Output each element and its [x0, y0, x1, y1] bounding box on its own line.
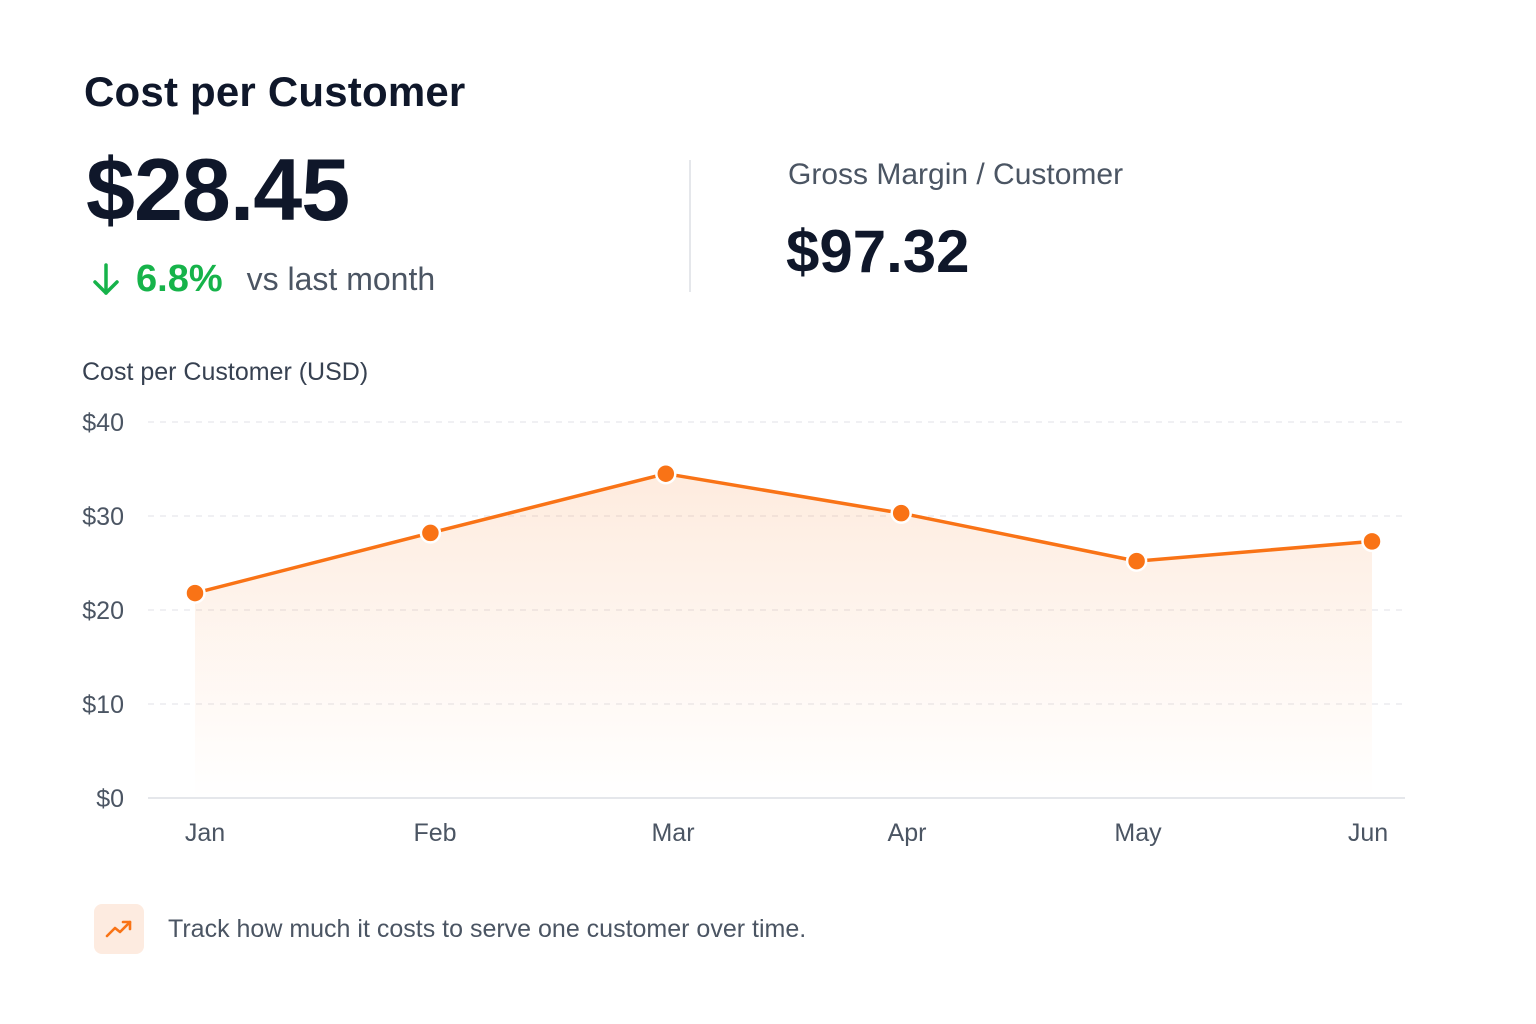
card-title: Cost per Customer — [84, 68, 466, 115]
x-tick-label: May — [1114, 819, 1162, 847]
data-point-may[interactable] — [1125, 550, 1148, 572]
data-point-jun[interactable] — [1361, 530, 1383, 553]
x-tick-label: Apr — [888, 819, 927, 847]
data-point-mar[interactable] — [655, 462, 677, 485]
area-fill — [195, 473, 1372, 798]
y-tick-label: $20 — [82, 597, 124, 625]
data-point-feb[interactable] — [419, 522, 442, 544]
x-tick-label: Jan — [185, 819, 225, 847]
x-tick-label: Jun — [1348, 819, 1388, 847]
y-tick-label: $0 — [96, 785, 124, 813]
chart-footer: Track how much it costs to serve one cus… — [94, 904, 806, 954]
change-percentage: 6.8% — [136, 258, 223, 300]
arrow-down-icon — [90, 262, 122, 298]
change-comparison-label: vs last month — [246, 261, 436, 297]
y-tick-label: $40 — [82, 409, 124, 437]
footer-description: Track how much it costs to serve one cus… — [168, 914, 807, 943]
x-tick-label: Feb — [413, 819, 456, 847]
change-indicator: 6.8% vs last month — [90, 258, 435, 301]
chart-title: Cost per Customer (USD) — [82, 358, 369, 386]
y-tick-label: $30 — [82, 503, 124, 531]
trend-up-icon — [94, 904, 144, 954]
data-point-jan[interactable] — [184, 582, 206, 604]
x-tick-label: Mar — [651, 819, 694, 847]
data-point-apr[interactable] — [890, 502, 912, 524]
primary-metric-value: $28.45 — [86, 140, 350, 239]
series-line — [193, 471, 1374, 595]
cost-per-customer-chart: $0 $10 $20 $30 $40 Jan Feb Mar Apr May Jun — [82, 409, 1405, 847]
secondary-metric-label: Gross Margin / Customer — [788, 158, 1124, 191]
y-tick-label: $10 — [82, 691, 124, 719]
secondary-metric-value: $97.32 — [786, 218, 970, 285]
metric-divider — [689, 160, 691, 292]
